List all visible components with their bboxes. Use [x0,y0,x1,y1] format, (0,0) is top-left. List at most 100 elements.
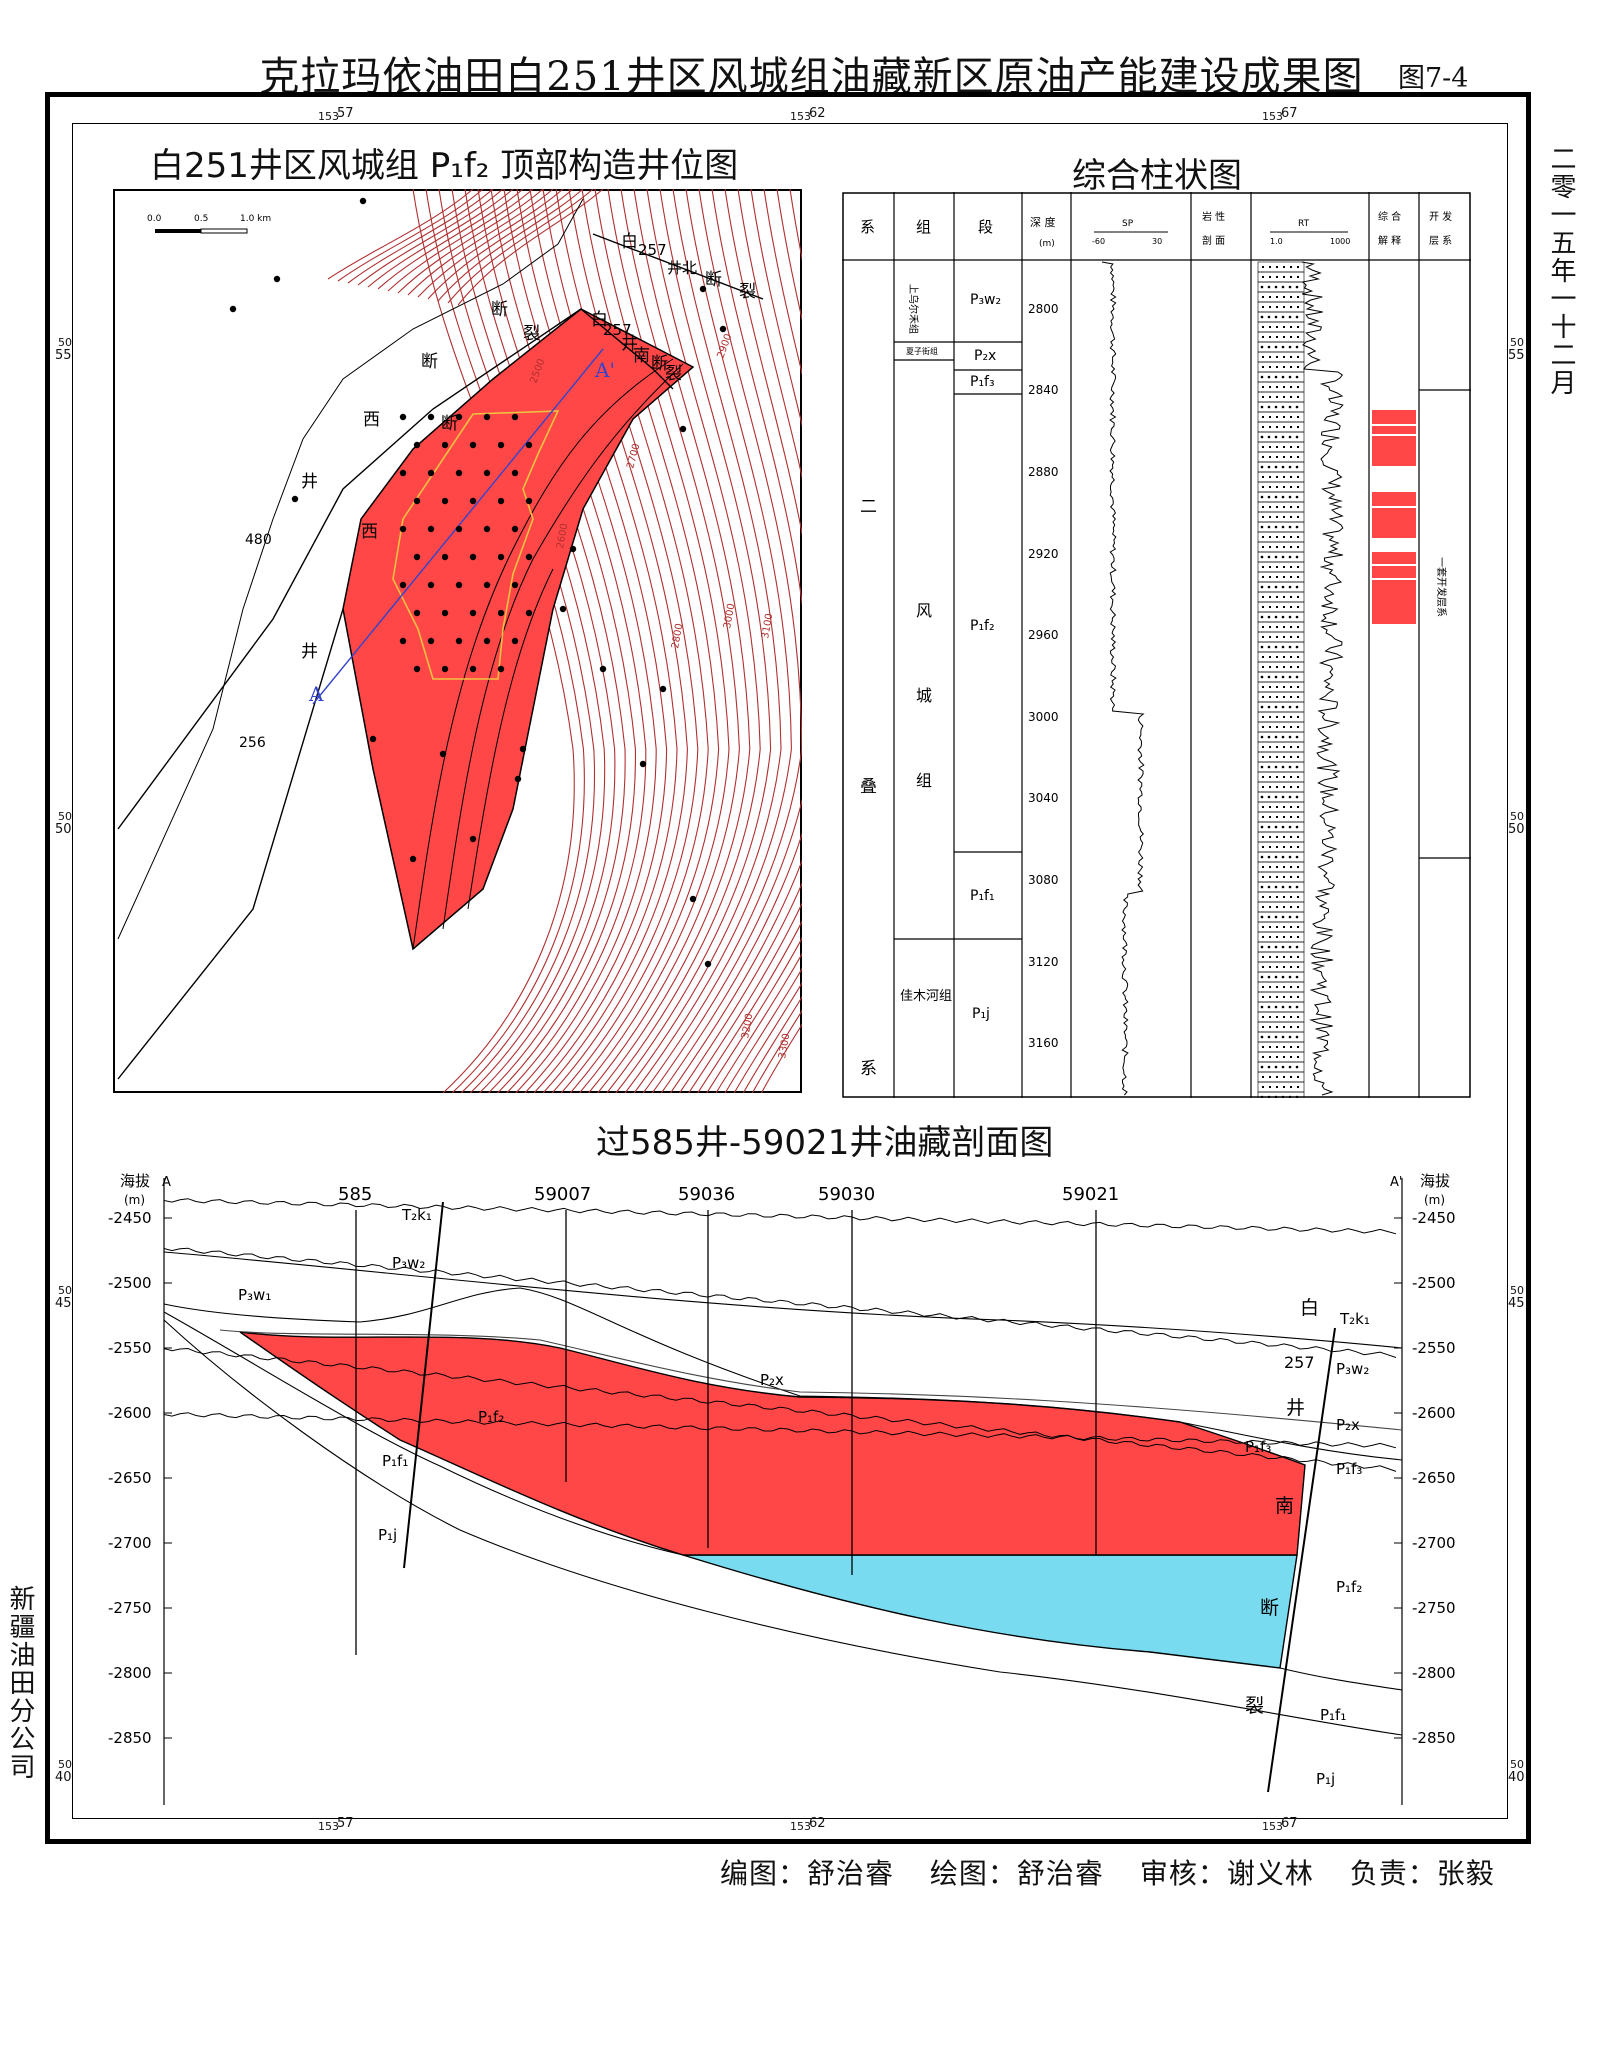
lithology-dot [1290,996,1292,998]
credit-responsible: 负责：张毅 [1349,1857,1495,1890]
lithology-dot [1267,525,1271,529]
lithology-dot [1297,486,1299,488]
lithology-dot [1276,536,1278,538]
lithology-dot [1274,1035,1278,1039]
lithology-dot [1260,465,1264,469]
lithology-dot [1283,266,1285,268]
lithology-dot [1295,1005,1299,1009]
lithology-dot [1276,716,1278,718]
lithology-dot [1288,495,1292,499]
lithology-dot [1297,546,1299,548]
lithology-dot [1288,375,1292,379]
contour-line [347,189,494,284]
lithology-dot [1267,795,1271,799]
lithology-dot [1283,906,1285,908]
lithology-dot [1290,606,1292,608]
lithology-dot [1297,626,1299,628]
lithology-dot [1269,456,1271,458]
lithology-dot [1276,276,1278,278]
lithology-dot [1290,536,1292,538]
fault-s-6: 裂 [665,364,682,384]
lithology-dot [1297,836,1299,838]
right-layer-labels: T₂k₁ P₃w₂ P₂x P₁f₃ P₁f₂ P₁f₁ P₁j [1316,1310,1370,1788]
depth-2880: 2880 [1028,465,1059,479]
lithology-dot [1297,416,1299,418]
section-end-a2: A' [1390,1175,1402,1190]
lithology-dot [1269,506,1271,508]
lithology-dot [1297,1076,1299,1078]
lithology-dot [1281,705,1285,709]
lithology-dot [1262,596,1264,598]
lithology-dot [1297,426,1299,428]
lithology-dot [1297,776,1299,778]
lithology-dot [1267,915,1271,919]
lithology-dot [1262,906,1264,908]
lithology-dot [1283,516,1285,518]
credit-compiled: 编图：舒治睿 [720,1857,895,1890]
lithology-dot [1290,816,1292,818]
lithology-dot [1297,936,1299,938]
header-group: 组 [916,218,931,236]
lithology-dot [1283,566,1285,568]
lithology-dot [1267,855,1271,859]
lithology-dot [1290,326,1292,328]
lithology-dot [1274,915,1278,919]
lithology-dot [1288,615,1292,619]
well-marker [699,285,707,293]
elevation-label-right: -2650 [1412,1469,1456,1487]
lithology-dot [1260,795,1264,799]
grid-label-right-3: 50 [1510,810,1524,823]
sec-fault-6: 裂 [1245,1695,1264,1717]
rt-curve [1301,261,1344,1096]
lithology-dot [1269,1016,1271,1018]
lithology-dot [1269,416,1271,418]
lithology-dot [1297,396,1299,398]
grid-label-left-7: 50 [58,1758,72,1771]
lithology-dot [1290,836,1292,838]
lithology-dot [1281,405,1285,409]
lithology-dot [1290,366,1292,368]
well-marker [439,750,447,758]
axis-unit-left: (m) [124,1193,145,1207]
well-marker [399,637,407,645]
lithology-dot [1281,765,1285,769]
oil-bar-6 [1372,552,1416,564]
lithology-dot [1276,636,1278,638]
lithology-dot [1262,506,1264,508]
lithology-dot [1297,576,1299,578]
elevation-label-left: -2450 [108,1209,152,1227]
well-marker [659,685,667,693]
lithology-dot [1276,396,1278,398]
lithology-dot [1290,1046,1292,1048]
lithology-dot [1283,866,1285,868]
lithology-dot [1267,285,1271,289]
lithology-dot [1269,636,1271,638]
member-p2x: P₂x [974,348,996,364]
lithology-dot [1290,1026,1292,1028]
well-marker [441,609,449,617]
lithology-dot [1297,986,1299,988]
lithology-dot [1297,726,1299,728]
lithology-dot [1276,476,1278,478]
lithology-dot [1267,735,1271,739]
lithology-dot [1295,705,1299,709]
lithology-dot [1295,915,1299,919]
elevation-label-left: -2650 [108,1469,152,1487]
lithology-dot [1288,975,1292,979]
lithology-dot [1274,615,1278,619]
lithology-dot [1269,546,1271,548]
grid-label-top-1: 153 [318,110,339,123]
lithology-dot [1290,756,1292,758]
well-marker [427,413,435,421]
lithology-dot [1269,266,1271,268]
lithology-dot [1290,686,1292,688]
lithology-dot [1262,446,1264,448]
lithology-dot [1269,606,1271,608]
lithology-dot [1283,876,1285,878]
lithology-dot [1276,986,1278,988]
well-marker [399,413,407,421]
lithology-dot [1262,306,1264,308]
well-marker [291,495,299,503]
well-marker [483,413,491,421]
lithology-dot [1297,506,1299,508]
